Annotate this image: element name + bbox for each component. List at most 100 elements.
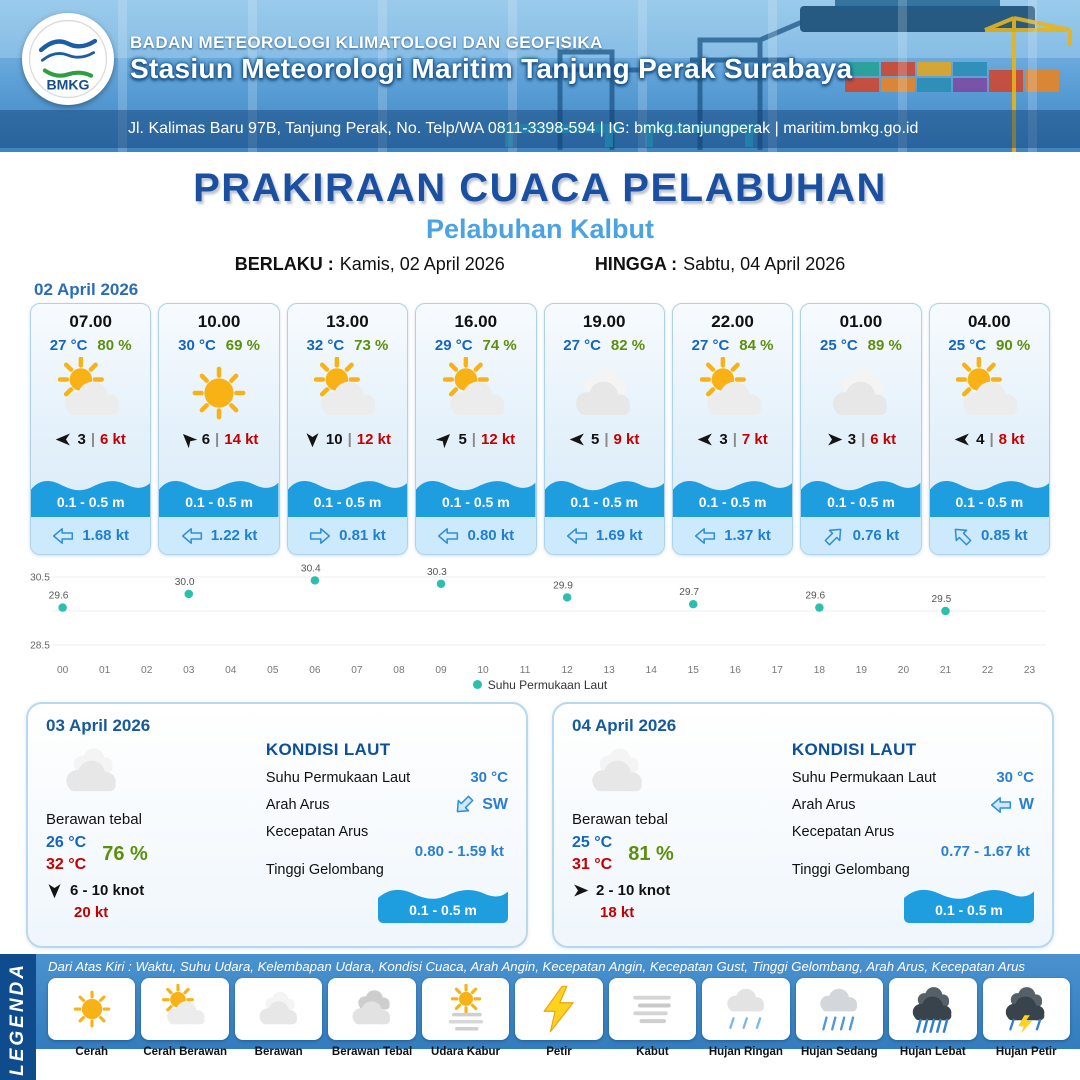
wave-height-band: 0.1 - 0.5 m [672, 470, 793, 517]
wave-height-band: 0.1 - 0.5 m [159, 470, 279, 517]
legend-icon-card [608, 978, 697, 1040]
legend-label: Hujan Sedang [801, 1046, 878, 1058]
current-row: 1.37 kt [672, 517, 793, 554]
wave-height-badge: 0.1 - 0.5 m [378, 881, 508, 923]
svg-text:29.6: 29.6 [805, 591, 825, 602]
temp-humidity-row: 25 °C 90 % [948, 337, 1030, 354]
current-row: 1.68 kt [31, 517, 151, 554]
temp-humidity-row: 27 °C 82 % [563, 337, 645, 354]
legend-item: Cerah [48, 978, 136, 1058]
daily-wave-value: 0.1 - 0.5 m [935, 902, 1003, 918]
daily-date: 04 April 2026 [572, 716, 677, 735]
port-name: Pelabuhan Kalbut [425, 214, 655, 244]
humidity: 69 % [225, 337, 260, 354]
current-row: 1.69 kt [544, 517, 664, 554]
gust-speed: 6 kt [870, 431, 897, 448]
current-direction-label: Arah Arus [265, 797, 330, 813]
air-temperature: 27 °C [49, 337, 88, 354]
daily-weather-column: Berawan tebal 26 °C 32 °C 76 % 6 - 10 kn… [46, 738, 254, 923]
current-direction-icon [437, 526, 459, 546]
current-row: 0.76 kt [801, 517, 921, 554]
air-temperature: 25 °C [948, 337, 987, 354]
air-temperature: 29 °C [434, 337, 473, 354]
org-name: BADAN METEOROLOGI KLIMATOLOGI DAN GEOFIS… [130, 33, 603, 52]
wave-height-value: 0.1 - 0.5 m [313, 494, 382, 510]
legend-item: Berawan [234, 978, 323, 1058]
legend-label: Hujan Lebat [899, 1046, 966, 1058]
separator: | [471, 431, 476, 448]
separator: | [732, 431, 737, 448]
wind-row: 3 | 6 kt [55, 431, 126, 448]
separator: | [861, 431, 866, 448]
hourly-forecast-card: 19.00 27 °C 82 % 5 | 9 kt 0.1 - 0.5 m 1.… [543, 303, 665, 555]
current-speed: 0.81 kt [339, 527, 386, 544]
svg-text:18: 18 [814, 665, 826, 676]
chart-legend: Suhu Permukaan Laut [26, 677, 1054, 692]
svg-text:16: 16 [730, 665, 742, 676]
svg-text:14: 14 [646, 665, 658, 676]
wind-speed: 5 [590, 431, 600, 448]
legend-label: Cerah Berawan [143, 1046, 228, 1058]
daily-condition: Berawan tebal [572, 811, 668, 828]
sea-condition-title: KONDISI LAUT [265, 740, 391, 759]
sst-value: 30 °C [470, 769, 508, 786]
weather-icon [254, 984, 304, 1034]
forecast-time: 16.00 [454, 312, 498, 331]
svg-text:04: 04 [225, 665, 237, 676]
weather-icon [435, 356, 517, 430]
sst-chart: 30.5 28.5 00 01 02 03 04 05 06 07 08 09 10 11 12 13 14 15… [0, 555, 1080, 692]
svg-text:30.4: 30.4 [301, 563, 321, 574]
gust-speed: 12 kt [356, 431, 391, 448]
forecast-time: 19.00 [582, 312, 626, 331]
wind-direction-icon [569, 431, 586, 448]
daily-temps: 26 °C 32 °C 76 % [46, 834, 254, 874]
gust-speed: 7 kt [741, 431, 768, 448]
weather-icon [441, 984, 491, 1034]
weather-icon [306, 356, 388, 430]
wave-height-band: 0.1 - 0.5 m [416, 470, 536, 517]
hourly-forecast-card: 22.00 27 °C 84 % 3 | 7 kt 0.1 - 0.5 m 1.… [671, 303, 794, 555]
separator: | [347, 431, 352, 448]
legenda-text: LEGENDA [7, 962, 28, 1076]
legend-icon-card [48, 978, 136, 1040]
current-speed-label: Kecepatan Arus [791, 824, 895, 840]
daily-weather-icon [572, 738, 780, 809]
daily-humidity: 76 % [102, 842, 148, 865]
valid-from-value: Kamis, 02 April 2026 [339, 254, 505, 274]
current-speed: 1.68 kt [82, 527, 130, 544]
gust-speed: 6 kt [100, 431, 126, 448]
current-direction-wrap: SW [453, 795, 508, 815]
wave-height-band: 0.1 - 0.5 m [31, 470, 151, 517]
svg-text:29.5: 29.5 [932, 594, 952, 605]
forecast-time: 07.00 [69, 312, 112, 331]
wave-shape [31, 481, 151, 517]
current-row: 0.85 kt [929, 517, 1049, 554]
weather-icon [948, 356, 1030, 430]
wind-direction-icon [572, 882, 589, 899]
svg-text:30.3: 30.3 [427, 567, 447, 578]
valid-until-value: Sabtu, 04 April 2026 [683, 254, 846, 274]
daily-temp-min: 25 °C [572, 834, 613, 851]
separator: | [604, 431, 609, 448]
humidity: 84 % [739, 337, 774, 354]
svg-text:00: 00 [57, 665, 69, 676]
wave-height-value: 0.1 - 0.5 m [698, 494, 767, 510]
wave-height-value: 0.1 - 0.5 m [570, 494, 639, 510]
legend-item: Berawan Tebal [328, 978, 416, 1058]
current-speed-value: 0.77 - 1.67 kt [940, 843, 1030, 860]
validity-row: BERLAKU : Kamis, 02 April 2026 HINGGA : Sa… [0, 254, 1080, 275]
svg-text:19: 19 [856, 665, 868, 676]
legend-label: Berawan Tebal [331, 1046, 413, 1058]
wind-direction-icon [304, 431, 321, 448]
wave-shape [378, 889, 508, 923]
current-row: 0.81 kt [287, 517, 408, 554]
current-speed: 1.37 kt [724, 527, 771, 544]
current-row: 1.22 kt [159, 517, 279, 554]
current-row: 0.80 kt [416, 517, 536, 554]
wave-height-value: 0.1 - 0.5 m [955, 494, 1024, 510]
legend-label: Berawan [254, 1046, 303, 1058]
temp-humidity-row: 29 °C 74 % [435, 337, 517, 354]
bmkg-logo: BMKG [22, 13, 114, 105]
sea-condition-column: KONDISI LAUT Suhu Permukaan Laut 30 °C A… [792, 738, 1034, 923]
